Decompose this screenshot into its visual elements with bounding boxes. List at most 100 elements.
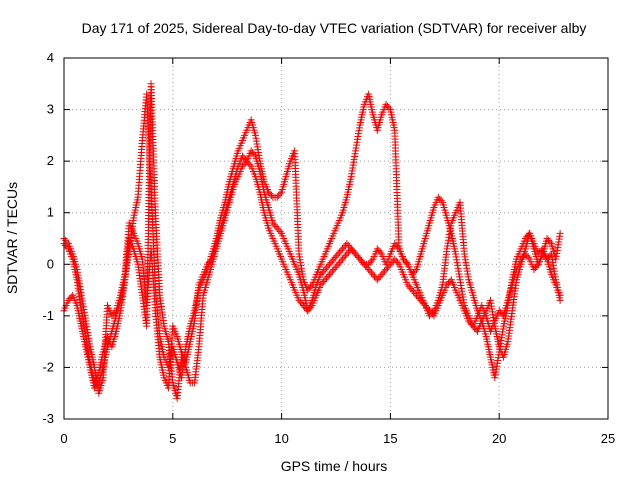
- data-point: [347, 245, 355, 253]
- data-point: [111, 308, 119, 316]
- data-point: [369, 271, 377, 279]
- data-point: [266, 190, 274, 198]
- data-point: [275, 192, 283, 200]
- data-point: [108, 312, 116, 320]
- data-point: [250, 150, 258, 158]
- data-point: [323, 274, 331, 282]
- x-tick-label: 5: [169, 431, 176, 446]
- data-point: [394, 259, 402, 267]
- data-point: [521, 250, 529, 258]
- data-point: [276, 190, 284, 198]
- data-point: [343, 240, 351, 248]
- data-point: [276, 228, 284, 236]
- data-point: [411, 290, 419, 298]
- data-point: [533, 262, 541, 270]
- data-point: [331, 264, 339, 272]
- axis-ticks: [63, 57, 609, 420]
- data-point: [546, 238, 554, 246]
- data-point: [365, 265, 373, 273]
- data-point: [556, 229, 564, 237]
- data-point: [413, 291, 421, 299]
- data-point: [320, 277, 328, 285]
- data-point: [333, 252, 341, 260]
- y-axis-label: SDTVAR / TECUs: [4, 182, 20, 294]
- data-point: [399, 255, 407, 263]
- y-tick-label: -1: [42, 308, 54, 323]
- data-point: [437, 197, 445, 205]
- data-point: [317, 271, 325, 279]
- data-point: [356, 255, 364, 263]
- data-point: [328, 257, 336, 265]
- data-point: [383, 264, 391, 272]
- data-point: [247, 147, 255, 155]
- data-point: [205, 259, 213, 267]
- series-track-3: [60, 152, 564, 397]
- data-point: [394, 243, 402, 251]
- data-point: [543, 235, 551, 242]
- data-point: [330, 255, 338, 263]
- data-point: [341, 252, 349, 260]
- data-point: [323, 264, 331, 272]
- y-tick-label: 3: [47, 102, 54, 117]
- data-point: [418, 298, 426, 306]
- data-point: [325, 260, 333, 268]
- data-point: [349, 247, 357, 255]
- data-point: [246, 161, 254, 169]
- data-point: [368, 257, 376, 265]
- data-point: [207, 257, 215, 265]
- data-point: [497, 308, 505, 316]
- data-point: [307, 283, 315, 291]
- data-point: [407, 284, 415, 292]
- data-point: [420, 300, 428, 308]
- data-point: [344, 241, 352, 249]
- data-point: [321, 276, 329, 284]
- data-point: [443, 281, 451, 289]
- data-point: [556, 291, 564, 299]
- y-tick-label: 1: [47, 205, 54, 220]
- data-point: [414, 293, 422, 301]
- data-point: [362, 262, 370, 270]
- data-point: [401, 257, 409, 265]
- y-tick-label: 2: [47, 153, 54, 168]
- data-point: [376, 248, 384, 256]
- data-point: [392, 241, 400, 249]
- data-point: [305, 284, 313, 292]
- data-point: [240, 154, 248, 162]
- y-tick-label: 4: [47, 50, 54, 65]
- data-point: [243, 157, 251, 165]
- data-point: [444, 279, 452, 287]
- data-point: [524, 253, 532, 261]
- data-point: [328, 267, 336, 275]
- data-point: [337, 247, 345, 255]
- data-point: [539, 250, 547, 258]
- data-point: [391, 255, 399, 263]
- data-point: [296, 298, 304, 306]
- data-point: [376, 272, 384, 280]
- data-point: [204, 260, 212, 268]
- data-point: [411, 267, 419, 275]
- data-point: [337, 257, 345, 265]
- data-point: [366, 267, 374, 275]
- data-point: [321, 265, 329, 273]
- data-point: [339, 245, 347, 253]
- data-point: [273, 224, 281, 232]
- data-point: [340, 253, 348, 261]
- data-point: [353, 252, 361, 260]
- data-point: [545, 236, 553, 244]
- data-point: [350, 248, 358, 256]
- data-point: [434, 193, 442, 201]
- data-point: [249, 149, 257, 157]
- data-point: [334, 250, 342, 258]
- y-tick-label: -2: [42, 359, 54, 374]
- data-point: [391, 240, 399, 248]
- data-point: [466, 319, 474, 327]
- data-point: [381, 267, 389, 275]
- data-point: [275, 226, 283, 234]
- data-point: [382, 100, 390, 108]
- x-tick-label: 0: [60, 431, 67, 446]
- data-point: [63, 238, 71, 246]
- data-point: [359, 259, 367, 267]
- chart-title: Day 171 of 2025, Sidereal Day-to-day VTE…: [82, 20, 587, 36]
- data-point: [241, 155, 249, 163]
